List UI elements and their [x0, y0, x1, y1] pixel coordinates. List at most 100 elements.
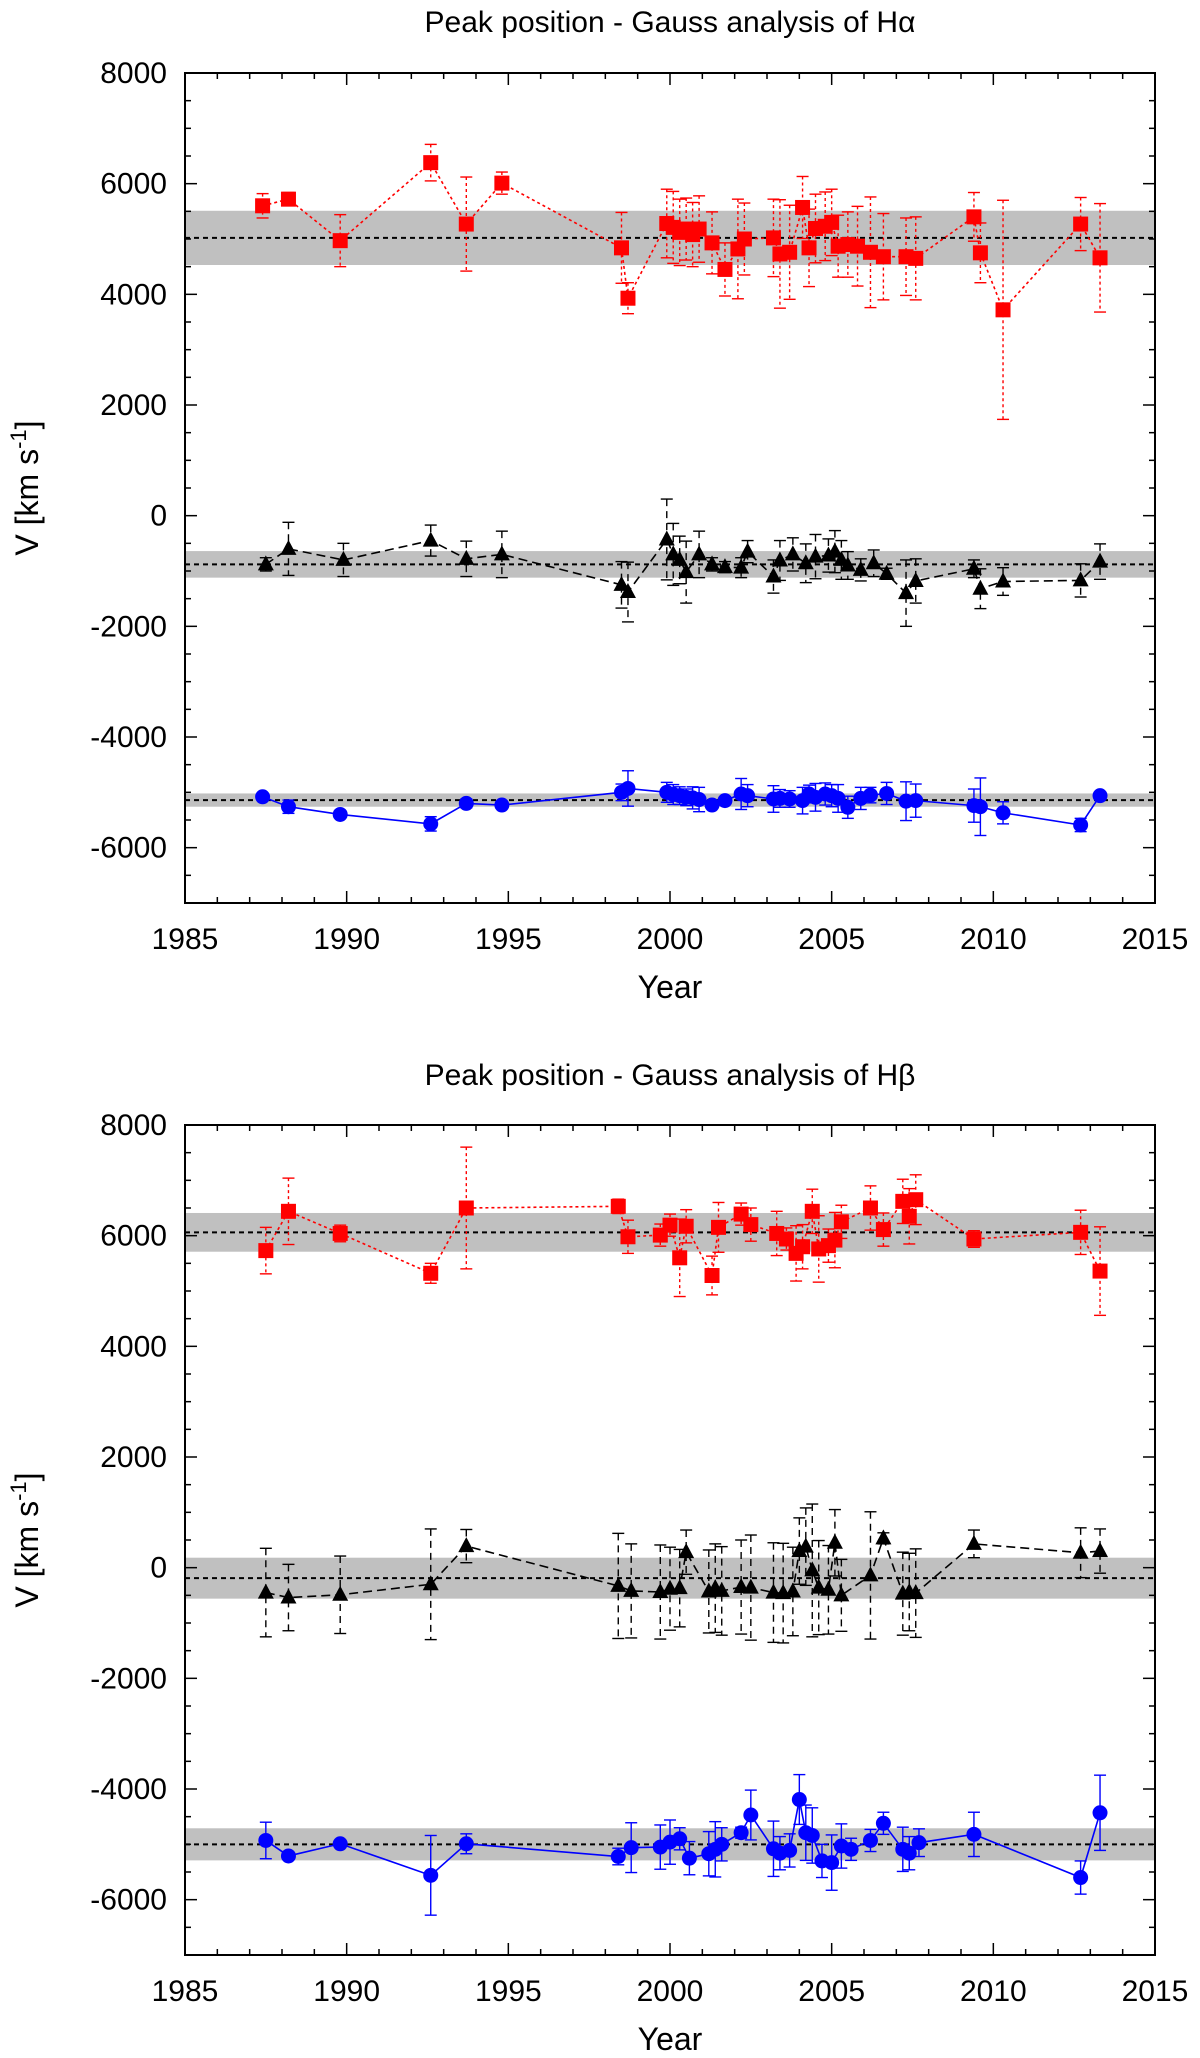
error-bar: [819, 191, 832, 262]
data-point-square: [901, 1208, 917, 1224]
data-point-circle: [972, 799, 988, 815]
error-bar: [259, 1547, 272, 1638]
data-point-triangle: [678, 563, 695, 579]
y-tick-label: -6000: [90, 832, 167, 865]
data-point-circle: [824, 1855, 840, 1871]
error-bar: [673, 198, 686, 267]
error-bar: [495, 530, 508, 579]
data-point-triangle: [833, 1586, 850, 1602]
series-line-1: [262, 161, 1101, 312]
data-point-triangle: [691, 545, 708, 561]
y-tick-label: -6000: [90, 1884, 167, 1917]
data-point-triangle: [716, 558, 733, 574]
data-point-square: [255, 198, 271, 214]
data-point-square: [332, 1225, 348, 1241]
data-point-triangle: [765, 567, 782, 583]
error-bar: [770, 1210, 783, 1257]
data-point-circle: [258, 1832, 274, 1848]
data-point-triangle: [791, 1542, 808, 1558]
error-bar: [806, 1188, 819, 1235]
data-point-triangle: [678, 1543, 695, 1559]
data-point-triangle: [862, 1566, 879, 1582]
data-point-square: [1073, 216, 1089, 232]
x-tick-label: 1985: [152, 1975, 219, 2008]
x-tick-label: 1985: [152, 923, 219, 956]
error-bar: [621, 1219, 634, 1255]
y-tick-label: 2000: [100, 389, 167, 422]
data-point-circle: [1092, 788, 1108, 804]
data-point-circle: [255, 789, 271, 805]
y-tick-label: 2000: [100, 1441, 167, 1474]
data-point-circle: [791, 1792, 807, 1808]
data-point-square: [875, 1222, 891, 1238]
data-point-square: [711, 1219, 726, 1235]
data-point-triangle: [898, 584, 915, 600]
data-point-circle: [862, 787, 878, 803]
data-point-square: [765, 230, 781, 246]
data-point-triangle: [1092, 1542, 1109, 1558]
error-bar: [828, 1211, 841, 1269]
data-point-square: [995, 302, 1011, 318]
data-point-circle: [280, 799, 296, 815]
error-bar: [715, 1545, 728, 1636]
data-point-circle: [733, 1825, 749, 1841]
data-point-circle: [782, 791, 798, 807]
x-tick-label: 2010: [960, 923, 1027, 956]
data-point-triangle: [826, 1533, 843, 1549]
error-bar: [783, 204, 796, 301]
data-point-triangle: [784, 545, 801, 561]
data-point-square: [620, 290, 636, 306]
error-bar: [424, 1262, 437, 1284]
data-point-square: [717, 261, 733, 277]
data-point-square: [875, 249, 891, 265]
data-point-square: [704, 1268, 720, 1284]
error-bar: [809, 193, 822, 264]
data-point-circle: [862, 1832, 878, 1848]
chart-title: Peak position - Gauss analysis of Hα: [425, 6, 916, 39]
data-point-square: [458, 1200, 474, 1216]
x-tick-label: 1990: [313, 1975, 380, 2008]
data-point-triangle: [820, 546, 837, 562]
data-point-square: [908, 250, 924, 266]
error-bar: [909, 1548, 922, 1639]
data-point-triangle: [907, 1584, 924, 1600]
data-point-circle: [804, 1827, 820, 1843]
data-point-square: [280, 1203, 296, 1219]
data-point-square: [795, 1239, 811, 1255]
data-point-triangle: [995, 572, 1012, 588]
error-bar: [680, 1529, 693, 1576]
data-point-circle: [332, 806, 348, 822]
data-point-square: [672, 1250, 688, 1266]
data-point-triangle: [965, 559, 982, 575]
data-point-square: [1092, 250, 1108, 266]
data-point-circle: [332, 1836, 348, 1852]
data-point-square: [862, 1200, 878, 1216]
error-bar: [667, 190, 680, 265]
data-point-circle: [1092, 1805, 1108, 1821]
data-point-triangle: [671, 1579, 688, 1595]
data-point-triangle: [771, 551, 788, 567]
data-point-square: [332, 233, 348, 249]
y-tick-label: 4000: [100, 278, 167, 311]
data-point-triangle: [658, 530, 675, 546]
data-point-circle: [901, 1845, 917, 1861]
data-point-square: [662, 1217, 678, 1233]
data-point-square: [1073, 1224, 1089, 1240]
y-tick-label: 8000: [100, 57, 167, 90]
error-bar: [680, 1208, 693, 1244]
error-bar: [799, 543, 812, 584]
data-point-circle: [423, 816, 439, 832]
chart-panel-1: Peak position - Gauss analysis of Hα 1985…: [6, 6, 1188, 1005]
data-point-triangle: [257, 555, 274, 571]
error-bar: [809, 533, 822, 580]
data-point-square: [423, 155, 439, 171]
data-point-square: [908, 1192, 924, 1208]
data-point-square: [280, 191, 296, 207]
data-point-triangle: [839, 556, 856, 572]
data-point-triangle: [797, 1537, 814, 1553]
data-point-circle: [704, 797, 720, 813]
error-bar: [693, 530, 706, 579]
y-tick-label: -4000: [90, 721, 167, 754]
